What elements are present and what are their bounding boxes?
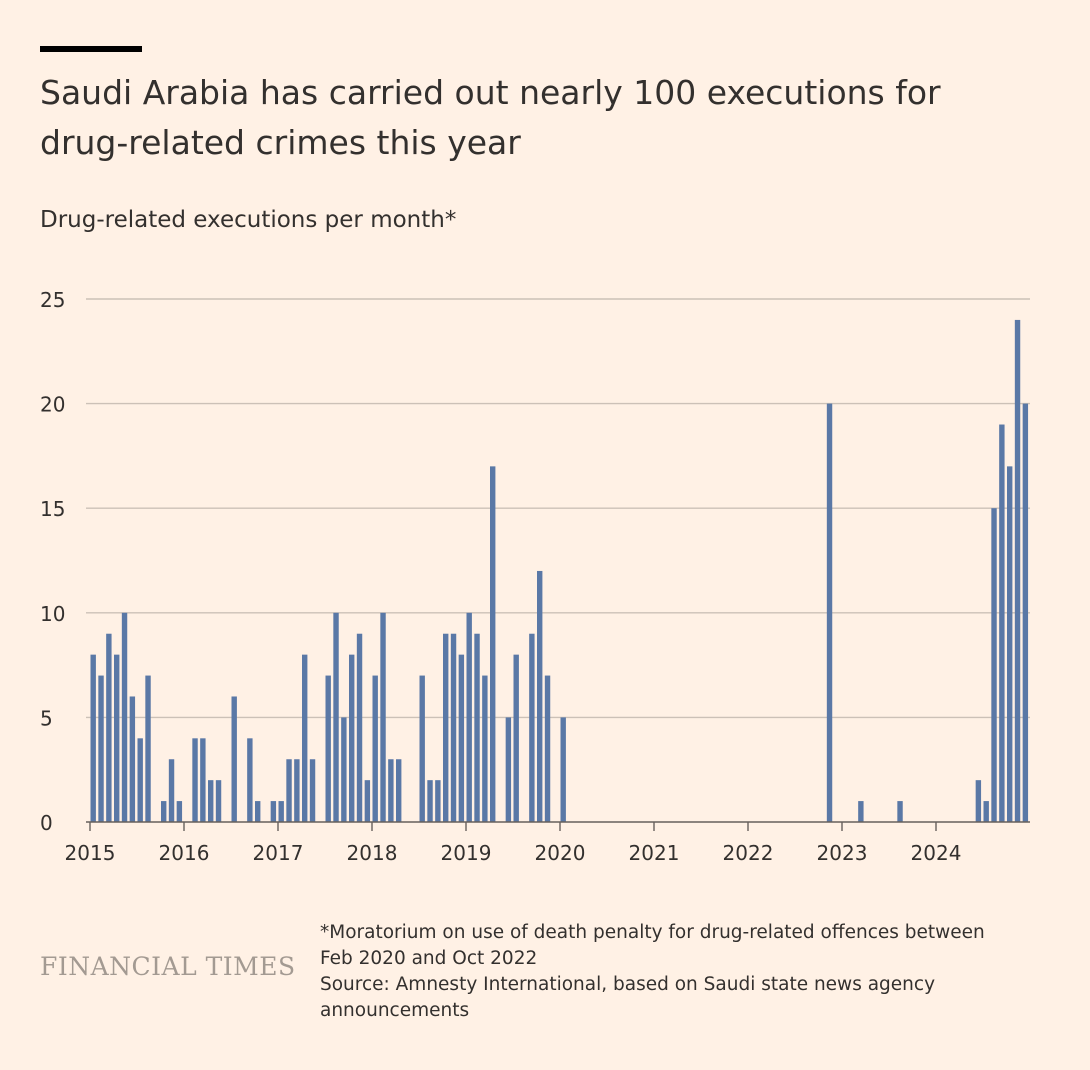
chart-subtitle: Drug-related executions per month* [40,207,457,233]
bar [897,801,903,822]
bar [200,738,206,822]
bar [364,780,371,822]
bar [435,780,441,822]
bar [505,717,512,822]
bar [474,633,480,822]
bar [255,801,261,822]
bars [90,319,1029,822]
bar [458,654,465,822]
bar [325,675,331,822]
bar [302,654,308,822]
bar [482,675,488,822]
bar [286,759,292,822]
bar [145,675,151,822]
bar [443,633,449,822]
bar [121,612,128,822]
bar [98,675,104,822]
chart-notes: *Moratorium on use of death penalty for … [320,920,1020,1024]
bar [858,801,864,822]
bar [513,654,519,822]
x-tick-label: 2022 [723,841,774,865]
bar [106,633,112,822]
bar [544,675,551,822]
chart-title: Saudi Arabia has carried out nearly 100 … [40,73,941,162]
bar [1007,466,1013,822]
bar [278,801,284,822]
bar [560,717,566,822]
x-axis: 2015 2016 2017 2018 2019 2020 2021 2022 2023 2024 [65,821,1030,865]
x-tick-label: 2021 [629,841,680,865]
bar [372,675,378,822]
y-tick-label: 20 [40,393,65,417]
x-tick-label: 2023 [817,841,868,865]
bar [1022,403,1029,822]
bar [247,738,253,822]
bar [168,759,175,822]
bar [137,738,143,822]
bar [388,759,394,822]
y-tick-label: 15 [40,497,65,521]
x-tick-label: 2024 [911,841,962,865]
y-tick-label: 5 [40,706,53,730]
bar [341,717,347,822]
bar [192,738,198,822]
bar [270,801,277,822]
bar [1014,319,1021,822]
x-tick-label: 2016 [159,841,210,865]
bar [356,633,363,822]
y-axis-labels: 0 5 10 15 20 25 [40,288,65,835]
bar [529,633,535,822]
bar [975,780,982,822]
bar [999,424,1005,822]
bar [826,403,833,822]
header-rule [40,46,142,52]
bar [114,654,120,822]
bar [333,612,339,822]
bar [129,696,136,822]
x-tick-label: 2020 [535,841,586,865]
bar [309,759,316,822]
x-tick-label: 2018 [347,841,398,865]
bar [90,654,96,822]
bar [231,696,237,822]
source-note: Source: Amnesty International, based on … [320,974,936,1021]
bar [208,780,214,822]
bar [161,801,167,822]
bar [396,759,402,822]
bar [490,466,496,822]
bar [983,801,989,822]
bar [466,612,472,822]
gridlines [86,298,1030,719]
bar-chart: 2015 2016 2017 2018 2019 2020 2021 2022 2023 2024… [40,288,1030,865]
bar [215,780,222,822]
moratorium-note: *Moratorium on use of death penalty for … [320,922,985,969]
y-tick-label: 10 [40,602,65,626]
x-tick-label: 2015 [65,841,116,865]
bar [419,675,425,822]
bar [349,654,355,822]
y-tick-label: 0 [40,811,53,835]
bar [380,612,386,822]
bar [427,780,433,822]
x-tick-label: 2019 [441,841,492,865]
y-tick-label: 25 [40,288,65,312]
bar [176,801,183,822]
bar [450,633,457,822]
bar [294,759,300,822]
bar [537,570,543,822]
bar [991,508,997,822]
x-tick-label: 2017 [253,841,304,865]
financial-times-logo: FINANCIAL TIMES [40,952,296,981]
